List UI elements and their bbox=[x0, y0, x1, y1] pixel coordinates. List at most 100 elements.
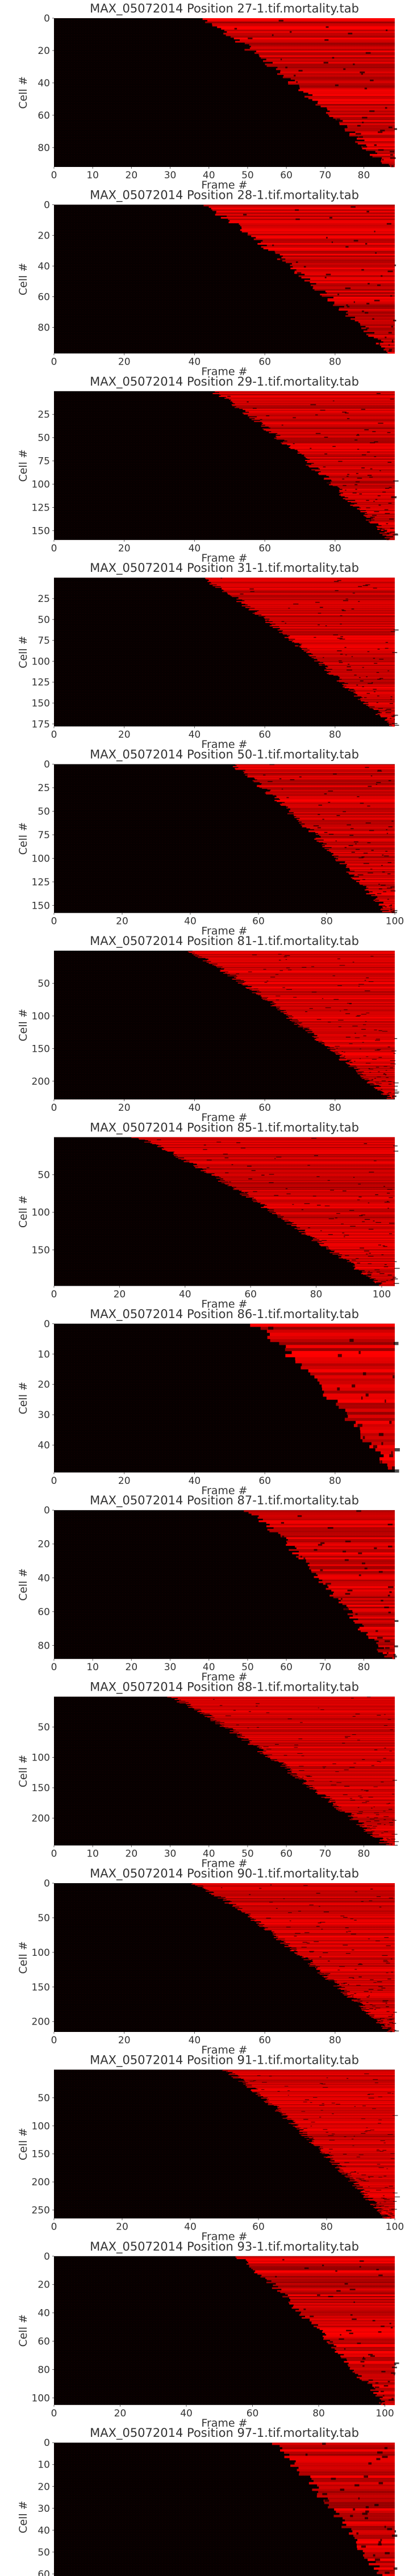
heatmap-panel: MAX_05072014 Position 97-1.tif.mortality… bbox=[17, 2426, 398, 2576]
x-tick-label: 40 bbox=[184, 2221, 197, 2232]
y-tick-label: 200 bbox=[32, 1813, 50, 1824]
heatmap-panel: MAX_05072014 Position 31-1.tif.mortality… bbox=[17, 561, 399, 751]
x-tick-label: 10 bbox=[86, 1662, 99, 1673]
x-tick-label: 60 bbox=[258, 1475, 271, 1487]
heatmap-gap bbox=[394, 533, 398, 535]
y-tick-label: 40 bbox=[37, 1440, 50, 1452]
x-axis-label: Frame # bbox=[201, 1858, 247, 1870]
x-tick-label: 40 bbox=[203, 1662, 215, 1673]
chart-title: MAX_05072014 Position 81-1.tif.mortality… bbox=[90, 934, 359, 948]
heatmap-panel: MAX_05072014 Position 27-1.tif.mortality… bbox=[17, 2, 397, 191]
y-tick-label: 0 bbox=[44, 2437, 50, 2449]
x-tick-label: 60 bbox=[280, 1662, 293, 1673]
chart-title: MAX_05072014 Position 85-1.tif.mortality… bbox=[90, 1120, 359, 1135]
y-tick-label: 100 bbox=[32, 853, 50, 864]
x-axis-label: Frame # bbox=[201, 2044, 247, 2056]
y-tick-label: 0 bbox=[44, 13, 50, 24]
heatmap-streaks bbox=[54, 2069, 395, 2219]
heatmap-panel: MAX_05072014 Position 29-1.tif.mortality… bbox=[17, 375, 399, 564]
heatmap-gap bbox=[394, 1283, 399, 1284]
heatmap-gap bbox=[394, 1268, 400, 1269]
y-tick-label: 200 bbox=[32, 2017, 50, 2028]
x-tick-label: 40 bbox=[189, 2035, 201, 2046]
heatmap-gap bbox=[393, 1082, 399, 1084]
x-tick-label: 20 bbox=[114, 1289, 126, 1300]
y-tick-label: 60 bbox=[37, 110, 50, 122]
y-axis-label: Cell # bbox=[17, 1009, 30, 1041]
x-tick-label: 60 bbox=[258, 2035, 271, 2046]
x-tick-label: 60 bbox=[252, 2221, 265, 2232]
x-tick-label: 70 bbox=[319, 1662, 331, 1673]
y-tick-label: 0 bbox=[44, 1319, 50, 1330]
heatmap-gap bbox=[393, 910, 398, 911]
chart-title: MAX_05072014 Position 88-1.tif.mortality… bbox=[90, 1680, 359, 1695]
heatmap-streaks bbox=[54, 18, 395, 167]
heatmap-streaks bbox=[54, 2256, 395, 2405]
x-tick-label: 0 bbox=[51, 170, 57, 181]
y-axis-label: Cell # bbox=[17, 635, 30, 668]
x-axis-label: Frame # bbox=[201, 179, 247, 191]
heatmap-gap bbox=[393, 1093, 399, 1094]
y-axis-label: Cell # bbox=[17, 449, 30, 482]
y-tick-label: 20 bbox=[37, 230, 50, 241]
x-tick-label: 80 bbox=[329, 729, 341, 741]
y-tick-label: 10 bbox=[37, 2460, 50, 2471]
y-tick-label: 150 bbox=[32, 1982, 50, 1993]
y-tick-label: 25 bbox=[37, 409, 50, 421]
heatmap-gap bbox=[394, 2362, 399, 2364]
y-tick-label: 0 bbox=[44, 1505, 50, 1516]
x-tick-label: 0 bbox=[51, 356, 57, 367]
heatmap-streaks bbox=[54, 1510, 395, 1659]
x-tick-label: 100 bbox=[375, 2408, 394, 2419]
y-tick-label: 75 bbox=[37, 830, 50, 841]
y-tick-label: 50 bbox=[37, 1170, 50, 1181]
x-tick-label: 80 bbox=[320, 916, 333, 927]
heatmap-gap bbox=[393, 480, 399, 482]
y-tick-label: 50 bbox=[37, 1913, 50, 1924]
heatmap-gap bbox=[394, 128, 397, 130]
x-tick-label: 50 bbox=[241, 170, 254, 181]
y-axis-label: Cell # bbox=[17, 1195, 30, 1228]
y-tick-label: 150 bbox=[32, 2149, 50, 2160]
chart-title: MAX_05072014 Position 91-1.tif.mortality… bbox=[90, 2053, 359, 2067]
x-tick-label: 40 bbox=[189, 1102, 201, 1114]
chart-title: MAX_05072014 Position 28-1.tif.mortality… bbox=[90, 188, 359, 202]
heatmap-gap bbox=[393, 1151, 399, 1152]
y-axis-label: Cell # bbox=[17, 2128, 30, 2160]
x-tick-label: 20 bbox=[116, 2221, 128, 2232]
y-tick-label: 100 bbox=[32, 2121, 50, 2132]
y-axis-label: Cell # bbox=[17, 1382, 30, 1414]
y-tick-label: 0 bbox=[44, 1878, 50, 1889]
heatmap-streaks bbox=[54, 1883, 395, 2032]
x-axis-label: Frame # bbox=[201, 1111, 247, 1124]
x-tick-label: 0 bbox=[51, 1289, 57, 1300]
x-axis-label: Frame # bbox=[201, 738, 247, 751]
heatmap-streaks bbox=[54, 1137, 395, 1286]
x-tick-label: 10 bbox=[86, 170, 99, 181]
y-tick-label: 40 bbox=[37, 2308, 50, 2319]
y-tick-label: 60 bbox=[37, 2569, 50, 2576]
x-tick-label: 80 bbox=[358, 170, 370, 181]
heatmap-gap bbox=[393, 2012, 397, 2013]
x-tick-label: 40 bbox=[180, 2408, 193, 2419]
x-axis-label: Frame # bbox=[201, 2417, 247, 2429]
y-tick-label: 0 bbox=[44, 759, 50, 771]
y-tick-label: 60 bbox=[37, 1607, 50, 1618]
y-axis-label: Cell # bbox=[17, 1941, 30, 1973]
x-axis-label: Frame # bbox=[201, 925, 247, 938]
heatmap-gap bbox=[393, 2201, 397, 2202]
chart-title: MAX_05072014 Position 50-1.tif.mortality… bbox=[90, 748, 359, 762]
heatmap-streaks bbox=[54, 578, 395, 727]
chart-title: MAX_05072014 Position 87-1.tif.mortality… bbox=[90, 1494, 359, 1508]
x-tick-label: 60 bbox=[247, 2408, 259, 2419]
x-tick-label: 0 bbox=[51, 1662, 57, 1673]
chart-title: MAX_05072014 Position 86-1.tif.mortality… bbox=[90, 1307, 359, 1322]
y-tick-label: 150 bbox=[32, 1245, 50, 1256]
y-tick-label: 100 bbox=[32, 2393, 50, 2404]
y-tick-label: 0 bbox=[44, 2251, 50, 2263]
x-tick-label: 80 bbox=[329, 2035, 341, 2046]
x-tick-label: 0 bbox=[51, 2035, 57, 2046]
heatmap-gap bbox=[394, 725, 399, 726]
heatmap-streaks bbox=[54, 764, 395, 913]
